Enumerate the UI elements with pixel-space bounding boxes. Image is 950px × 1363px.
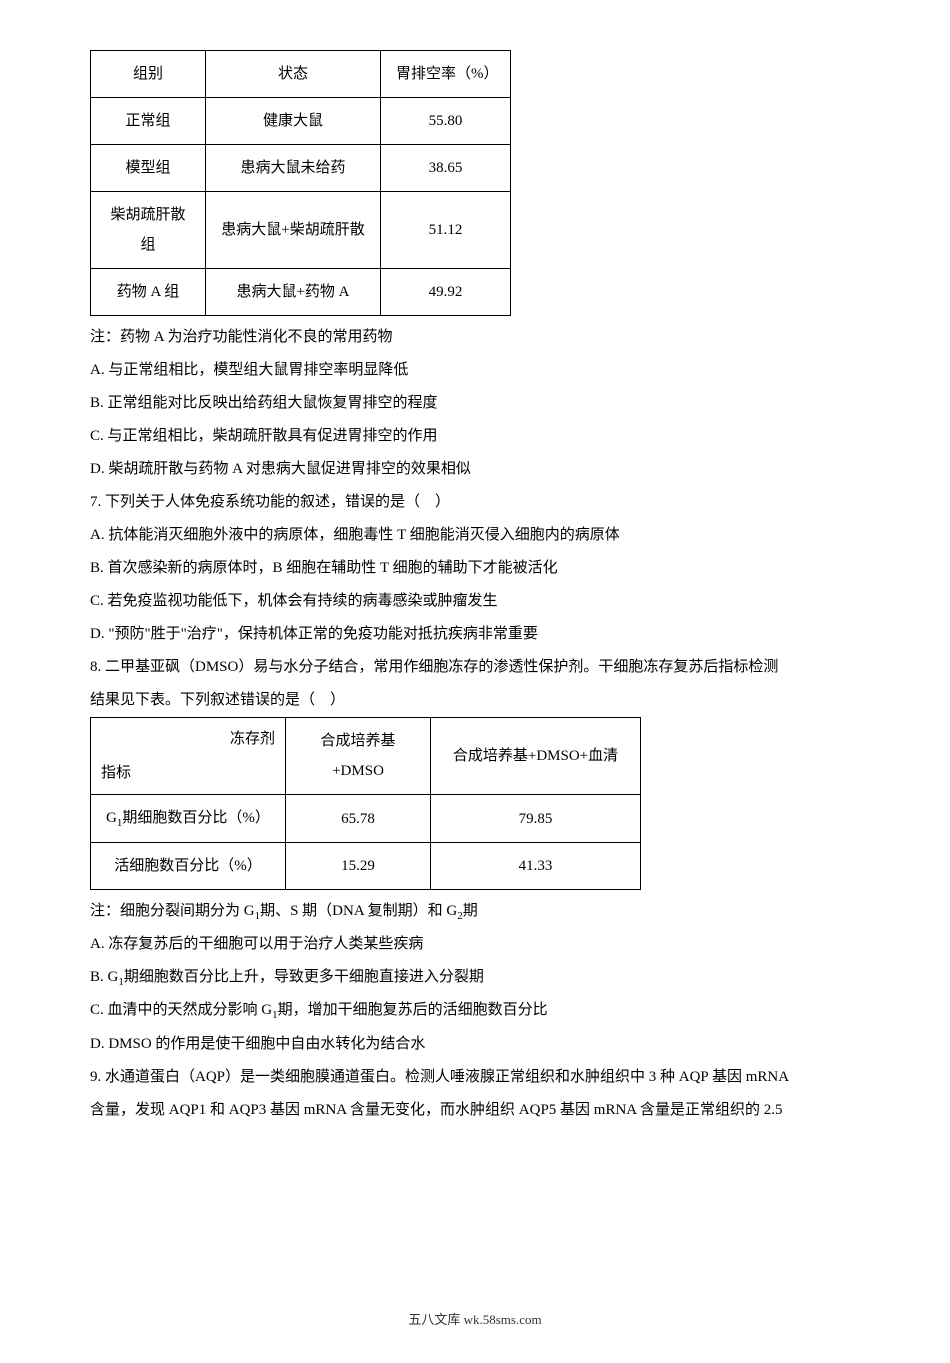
cell: 患病大鼠未给药 — [206, 145, 381, 192]
header-bottom-label: 指标 — [101, 758, 131, 788]
header-top-label: 冻存剂 — [230, 724, 275, 754]
option-c: C. 血清中的天然成分影响 G1期，增加干细胞复苏后的活细胞数百分比 — [90, 994, 860, 1027]
cell: 49.92 — [381, 269, 511, 316]
cell: 55.80 — [381, 98, 511, 145]
question-7: 7. 下列关于人体免疫系统功能的叙述，错误的是（ ） — [90, 486, 860, 519]
header-diagonal-cell: 冻存剂 指标 — [91, 718, 286, 795]
question-9-cont: 含量，发现 AQP1 和 AQP3 基因 mRNA 含量无变化，而水肿组织 AQ… — [90, 1094, 860, 1127]
cell: 79.85 — [431, 795, 641, 843]
header-cell: 合成培养基+DMSO+血清 — [431, 718, 641, 795]
option-d: D. "预防"胜于"治疗"，保持机体正常的免疫功能对抵抗疾病非常重要 — [90, 618, 860, 651]
option-a: A. 冻存复苏后的干细胞可以用于治疗人类某些疾病 — [90, 928, 860, 961]
cell: 38.65 — [381, 145, 511, 192]
header-cell: 合成培养基+DMSO — [286, 718, 431, 795]
question-8: 8. 二甲基亚砜（DMSO）易与水分子结合，常用作细胞冻存的渗透性保护剂。干细胞… — [90, 651, 860, 684]
cell: 药物 A 组 — [91, 269, 206, 316]
cell: 患病大鼠+柴胡疏肝散 — [206, 192, 381, 269]
option-c: C. 与正常组相比，柴胡疏肝散具有促进胃排空的作用 — [90, 420, 860, 453]
header-cell: 胃排空率（%） — [381, 51, 511, 98]
table-stem-cell: 冻存剂 指标 合成培养基+DMSO 合成培养基+DMSO+血清 G1期细胞数百分… — [90, 717, 641, 890]
table-row: 冻存剂 指标 合成培养基+DMSO 合成培养基+DMSO+血清 — [91, 718, 641, 795]
table-row: G1期细胞数百分比（%） 65.78 79.85 — [91, 795, 641, 843]
cell: 41.33 — [431, 843, 641, 890]
cell: 患病大鼠+药物 A — [206, 269, 381, 316]
option-c: C. 若免疫监视功能低下，机体会有持续的病毒感染或肿瘤发生 — [90, 585, 860, 618]
header-cell: 状态 — [206, 51, 381, 98]
row-label: 活细胞数百分比（%） — [91, 843, 286, 890]
table-gastric-emptying: 组别 状态 胃排空率（%） 正常组 健康大鼠 55.80 模型组 患病大鼠未给药… — [90, 50, 511, 316]
option-b: B. 正常组能对比反映出给药组大鼠恢复胃排空的程度 — [90, 387, 860, 420]
question-8-cont: 结果见下表。下列叙述错误的是（ ） — [90, 684, 860, 717]
cell: 柴胡疏肝散组 — [91, 192, 206, 269]
option-b: B. G1期细胞数百分比上升，导致更多干细胞直接进入分裂期 — [90, 961, 860, 994]
table-row: 药物 A 组 患病大鼠+药物 A 49.92 — [91, 269, 511, 316]
row-label: G1期细胞数百分比（%） — [91, 795, 286, 843]
option-a: A. 抗体能消灭细胞外液中的病原体，细胞毒性 T 细胞能消灭侵入细胞内的病原体 — [90, 519, 860, 552]
option-b: B. 首次感染新的病原体时，B 细胞在辅助性 T 细胞的辅助下才能被活化 — [90, 552, 860, 585]
option-d: D. DMSO 的作用是使干细胞中自由水转化为结合水 — [90, 1028, 860, 1061]
cell: 健康大鼠 — [206, 98, 381, 145]
table-row: 组别 状态 胃排空率（%） — [91, 51, 511, 98]
question-9: 9. 水通道蛋白（AQP）是一类细胞膜通道蛋白。检测人唾液腺正常组织和水肿组织中… — [90, 1061, 860, 1094]
page-footer: 五八文库 wk.58sms.com — [90, 1307, 860, 1333]
table-row: 柴胡疏肝散组 患病大鼠+柴胡疏肝散 51.12 — [91, 192, 511, 269]
cell: 15.29 — [286, 843, 431, 890]
table-row: 正常组 健康大鼠 55.80 — [91, 98, 511, 145]
cell: 51.12 — [381, 192, 511, 269]
option-d: D. 柴胡疏肝散与药物 A 对患病大鼠促进胃排空的效果相似 — [90, 453, 860, 486]
cell: 65.78 — [286, 795, 431, 843]
header-cell: 组别 — [91, 51, 206, 98]
table-row: 模型组 患病大鼠未给药 38.65 — [91, 145, 511, 192]
cell: 模型组 — [91, 145, 206, 192]
option-a: A. 与正常组相比，模型组大鼠胃排空率明显降低 — [90, 354, 860, 387]
table-note: 注：药物 A 为治疗功能性消化不良的常用药物 — [90, 321, 860, 354]
cell: 正常组 — [91, 98, 206, 145]
table-note: 注：细胞分裂间期分为 G1期、S 期（DNA 复制期）和 G2期 — [90, 895, 860, 928]
table-row: 活细胞数百分比（%） 15.29 41.33 — [91, 843, 641, 890]
